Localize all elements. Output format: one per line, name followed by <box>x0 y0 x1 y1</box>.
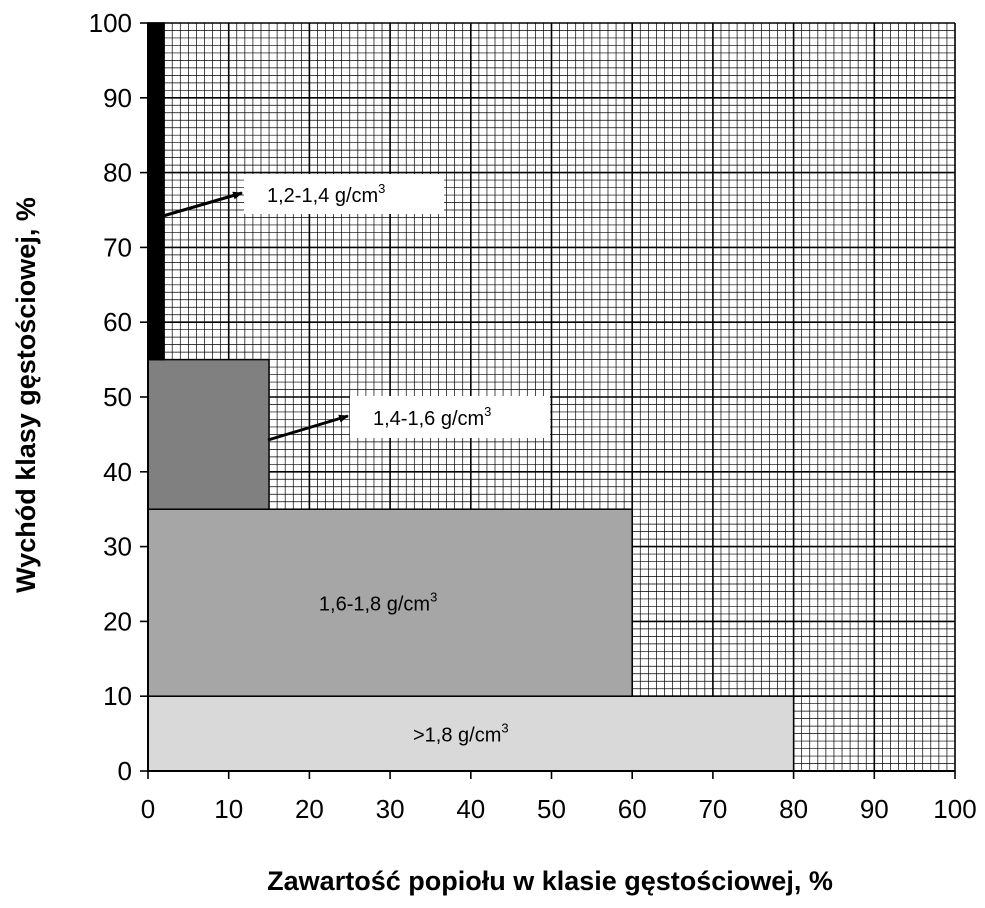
y-axis-title: Wychód klasy gęstościowej, % <box>11 197 41 593</box>
axes <box>140 22 956 779</box>
label-text: 1,4-1,6 g/cm3 <box>373 404 491 430</box>
x-tick-label: 90 <box>860 794 889 824</box>
x-tick-label: 10 <box>214 794 243 824</box>
label-text: 1,6-1,8 g/cm3 <box>319 590 437 616</box>
density-class-bar-3 <box>147 22 165 361</box>
x-tick-label: 30 <box>376 794 405 824</box>
annotations: >1,8 g/cm3 1,6-1,8 g/cm3 1,4-1,6 g/cm3 1,2-… <box>162 174 550 747</box>
y-tick-label: 30 <box>103 532 132 562</box>
y-tick-label: 50 <box>103 382 132 412</box>
label-text: 1,2-1,4 g/cm3 <box>267 181 385 207</box>
y-tick-label: 10 <box>103 681 132 711</box>
label-arrow <box>162 191 243 218</box>
y-tick-label: 100 <box>89 8 132 38</box>
y-tick-label: 0 <box>118 756 132 786</box>
density-class-label-1: 1,6-1,8 g/cm3 <box>319 590 437 616</box>
density-class-bar-1 <box>147 508 633 697</box>
x-tick-label: 50 <box>537 794 566 824</box>
density-class-label-2: 1,4-1,6 g/cm3 <box>267 396 550 442</box>
x-tick-label: 0 <box>141 794 155 824</box>
y-tick-label: 90 <box>103 83 132 113</box>
y-tick-label: 70 <box>103 232 132 262</box>
y-tick-label: 60 <box>103 307 132 337</box>
x-tick-label: 60 <box>618 794 647 824</box>
y-tick-label: 80 <box>103 158 132 188</box>
label-box <box>350 396 550 438</box>
x-tick-label: 70 <box>698 794 727 824</box>
density-class-label-3: 1,2-1,4 g/cm3 <box>162 174 444 218</box>
label-text: >1,8 g/cm3 <box>413 721 509 747</box>
label-box <box>244 174 444 214</box>
bars <box>147 22 795 772</box>
x-tick-label: 80 <box>779 794 808 824</box>
y-tick-label: 40 <box>103 457 132 487</box>
density-class-bar-0 <box>147 695 795 772</box>
y-tick-label: 20 <box>103 606 132 636</box>
density-class-label-0: >1,8 g/cm3 <box>413 721 509 747</box>
x-tick-label: 20 <box>295 794 324 824</box>
y-tick-labels: 0 10 20 30 40 50 60 70 80 90 100 <box>89 8 132 786</box>
x-axis-title: Zawartość popiołu w klasie gęstościowej,… <box>267 866 833 896</box>
x-tick-label: 40 <box>456 794 485 824</box>
label-arrow <box>267 414 349 442</box>
density-class-bar-2 <box>147 358 270 510</box>
x-tick-labels: 0 10 20 30 40 50 60 70 80 90 100 <box>141 794 977 824</box>
x-tick-label: 100 <box>933 794 976 824</box>
